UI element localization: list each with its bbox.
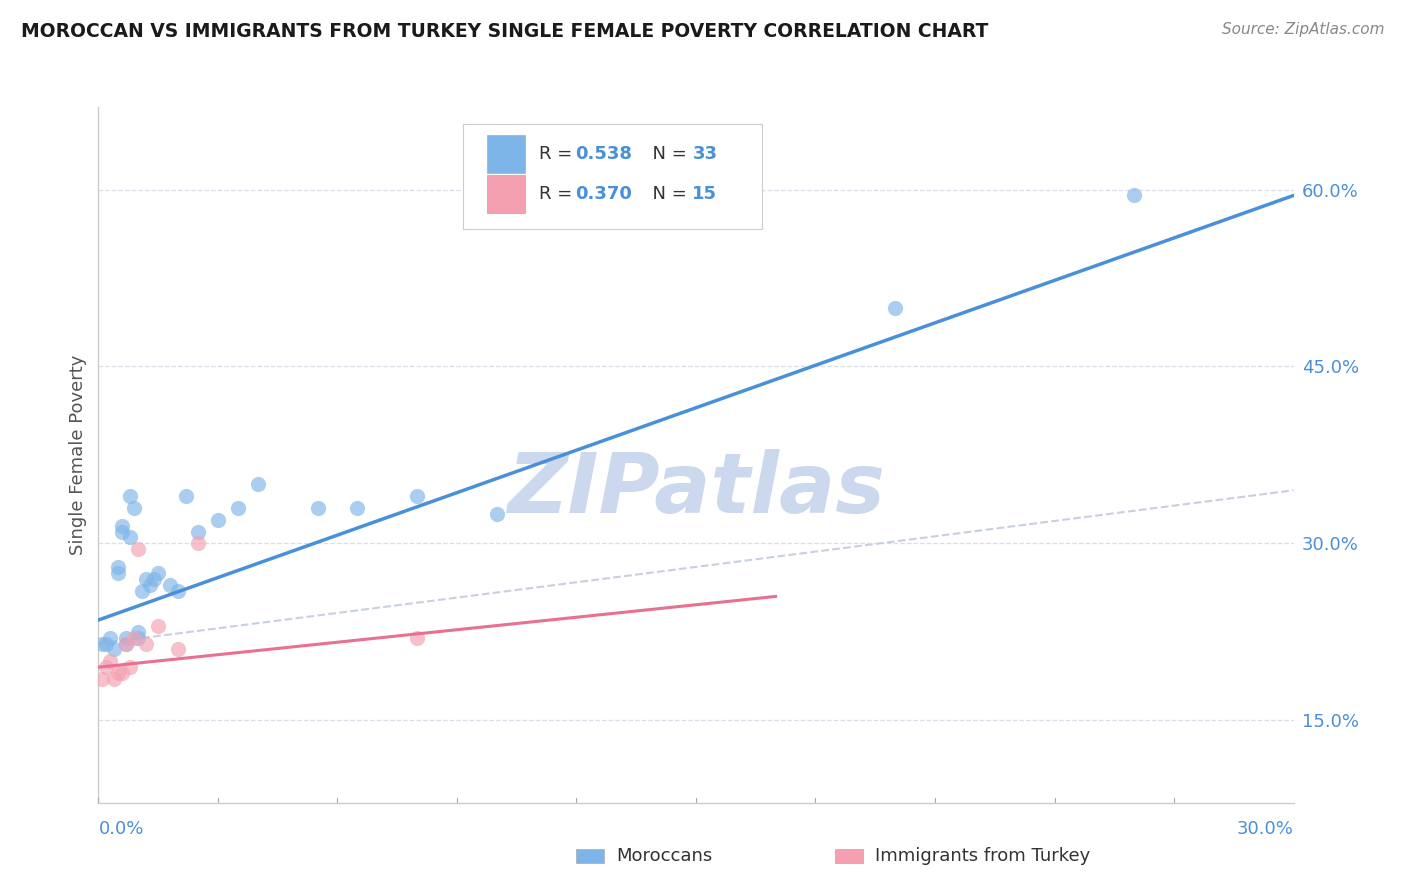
Point — [120, 531, 142, 545]
Text: Immigrants from Turkey: Immigrants from Turkey — [875, 847, 1091, 865]
Text: Moroccans: Moroccans — [616, 847, 713, 865]
Point — [159, 577, 181, 591]
Point — [107, 666, 129, 681]
Point — [1123, 188, 1146, 202]
Point — [307, 500, 329, 515]
Point — [406, 489, 429, 503]
Text: ZIPatlas: ZIPatlas — [508, 450, 884, 530]
FancyBboxPatch shape — [486, 136, 524, 173]
Point — [485, 507, 508, 521]
Point — [124, 500, 146, 515]
Point — [127, 631, 149, 645]
Point — [127, 542, 149, 557]
Point — [148, 566, 170, 580]
Point — [111, 666, 134, 681]
FancyBboxPatch shape — [463, 124, 762, 229]
Point — [127, 624, 149, 639]
Point — [884, 301, 907, 315]
Point — [226, 500, 249, 515]
Point — [406, 631, 429, 645]
Point — [115, 637, 138, 651]
Point — [167, 583, 190, 598]
Point — [103, 672, 125, 686]
FancyBboxPatch shape — [835, 849, 863, 863]
Point — [120, 660, 142, 674]
Point — [120, 489, 142, 503]
Text: MOROCCAN VS IMMIGRANTS FROM TURKEY SINGLE FEMALE POVERTY CORRELATION CHART: MOROCCAN VS IMMIGRANTS FROM TURKEY SINGL… — [21, 22, 988, 41]
Point — [91, 637, 114, 651]
Point — [207, 513, 229, 527]
Point — [139, 577, 162, 591]
Point — [98, 654, 122, 668]
Point — [131, 583, 153, 598]
FancyBboxPatch shape — [486, 175, 524, 213]
Text: 30.0%: 30.0% — [1237, 821, 1294, 838]
Point — [246, 477, 269, 491]
Point — [111, 524, 134, 539]
Text: N =: N = — [641, 145, 693, 163]
Point — [103, 642, 125, 657]
Point — [115, 637, 138, 651]
Y-axis label: Single Female Poverty: Single Female Poverty — [69, 355, 87, 555]
Point — [91, 672, 114, 686]
Point — [107, 560, 129, 574]
Text: Source: ZipAtlas.com: Source: ZipAtlas.com — [1222, 22, 1385, 37]
Text: R =: R = — [540, 145, 578, 163]
Point — [148, 619, 170, 633]
Point — [111, 518, 134, 533]
Point — [135, 637, 157, 651]
Point — [124, 631, 146, 645]
Point — [167, 642, 190, 657]
Text: R =: R = — [540, 185, 578, 203]
Point — [174, 489, 197, 503]
Point — [98, 631, 122, 645]
Text: 15: 15 — [692, 185, 717, 203]
Text: 0.538: 0.538 — [575, 145, 633, 163]
Point — [107, 566, 129, 580]
Point — [187, 524, 209, 539]
Point — [115, 631, 138, 645]
Text: 0.370: 0.370 — [575, 185, 633, 203]
FancyBboxPatch shape — [576, 849, 605, 863]
Point — [143, 572, 166, 586]
Text: N =: N = — [641, 185, 693, 203]
Point — [96, 660, 118, 674]
Text: 33: 33 — [692, 145, 717, 163]
Text: 0.0%: 0.0% — [98, 821, 143, 838]
Point — [187, 536, 209, 550]
Point — [96, 637, 118, 651]
Point — [346, 500, 368, 515]
Point — [135, 572, 157, 586]
